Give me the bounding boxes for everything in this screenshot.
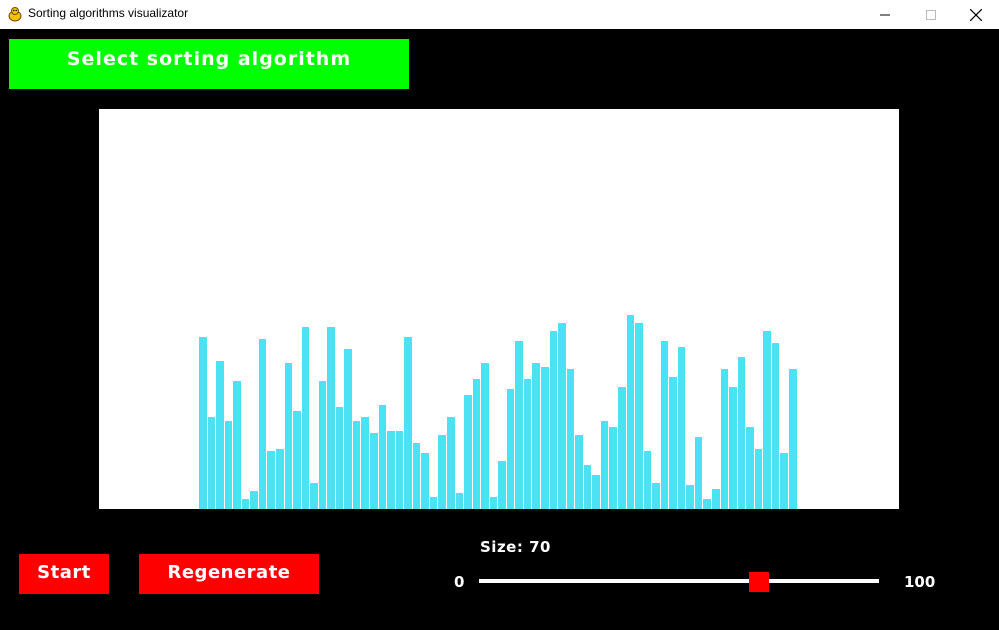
chart-bar [541, 367, 549, 509]
window-title: Sorting algorithms visualizator [28, 6, 189, 20]
chart-bar [617, 387, 626, 509]
chart-bar [788, 369, 797, 509]
chart-bar [694, 437, 703, 509]
chart-bar [558, 323, 566, 509]
chart-bar [241, 499, 250, 509]
chart-bar [763, 331, 771, 509]
chart-bar [293, 411, 301, 509]
pygame-snake-icon [8, 7, 22, 22]
chart-bar [575, 435, 583, 509]
chart-bar [429, 497, 438, 509]
chart-bar [686, 485, 694, 509]
chart-bar [267, 451, 275, 509]
chart-bar [258, 339, 267, 509]
minimize-icon [880, 14, 890, 15]
close-icon [970, 8, 982, 21]
select-algorithm-label: Select sorting algorithm [66, 48, 352, 70]
chart-bar [361, 417, 370, 509]
size-label: Size: 70 [480, 538, 551, 556]
chart-bar [635, 323, 643, 509]
chart-bar [216, 361, 224, 509]
chart-bar [592, 475, 600, 509]
window-title-bar: Sorting algorithms visualizator [0, 0, 999, 29]
chart-bar [498, 461, 506, 509]
chart-bar [284, 363, 293, 509]
chart-bar [275, 449, 284, 509]
chart-bar [207, 417, 216, 509]
start-button-label: Start [37, 562, 91, 583]
chart-bar [746, 427, 754, 509]
chart-bar [532, 363, 541, 509]
chart-bar [669, 377, 677, 509]
chart-bar [310, 483, 318, 509]
chart-bar [780, 453, 788, 509]
chart-bar [703, 499, 712, 509]
chart-bar [506, 389, 515, 509]
chart-bar [481, 363, 489, 509]
chart-bar [455, 493, 464, 509]
chart-bar [643, 451, 652, 509]
chart-bar [472, 379, 481, 509]
bar-chart-area [99, 109, 899, 509]
chart-bar [438, 435, 446, 509]
minimize-button[interactable] [862, 0, 908, 29]
close-button[interactable] [953, 0, 999, 29]
chart-bar [771, 343, 780, 509]
chart-bar [233, 381, 241, 509]
chart-bar [344, 349, 352, 509]
chart-bar [318, 381, 327, 509]
chart-bar [404, 337, 412, 509]
chart-bar [609, 427, 617, 509]
chart-bar [446, 417, 455, 509]
start-button[interactable]: Start [19, 554, 109, 594]
chart-bar [412, 443, 421, 509]
chart-bar [352, 421, 361, 509]
chart-bar [737, 357, 746, 509]
chart-bar [378, 405, 387, 509]
regenerate-button[interactable]: Regenerate [139, 554, 319, 594]
chart-bar [301, 327, 310, 509]
chart-bar [583, 465, 592, 509]
chart-bar [335, 407, 344, 509]
chart-bar [600, 421, 609, 509]
maximize-icon [926, 9, 936, 20]
chart-bar [677, 347, 686, 509]
chart-bar [754, 449, 763, 509]
chart-bar [464, 395, 472, 509]
chart-bar [421, 453, 429, 509]
maximize-button[interactable] [908, 0, 954, 29]
size-slider-track[interactable] [479, 579, 879, 583]
size-slider-thumb[interactable] [749, 572, 769, 592]
chart-bar [729, 387, 737, 509]
chart-bar [712, 489, 720, 509]
chart-bar [626, 315, 635, 509]
slider-max-label: 100 [904, 573, 936, 591]
chart-bar [387, 431, 395, 509]
chart-bar [489, 497, 498, 509]
chart-bar [523, 379, 532, 509]
chart-bar [250, 491, 258, 509]
chart-bar [199, 337, 207, 509]
chart-bar [549, 331, 558, 509]
chart-bar [720, 369, 729, 509]
chart-bar [660, 341, 669, 509]
chart-bar [224, 421, 233, 509]
chart-bar [327, 327, 335, 509]
regenerate-button-label: Regenerate [167, 562, 291, 583]
chart-bar [515, 341, 523, 509]
chart-bar [652, 483, 660, 509]
chart-bar [395, 431, 404, 509]
chart-bar [370, 433, 378, 509]
slider-min-label: 0 [454, 573, 465, 591]
chart-bar [566, 369, 575, 509]
select-algorithm-button[interactable]: Select sorting algorithm [9, 39, 409, 89]
